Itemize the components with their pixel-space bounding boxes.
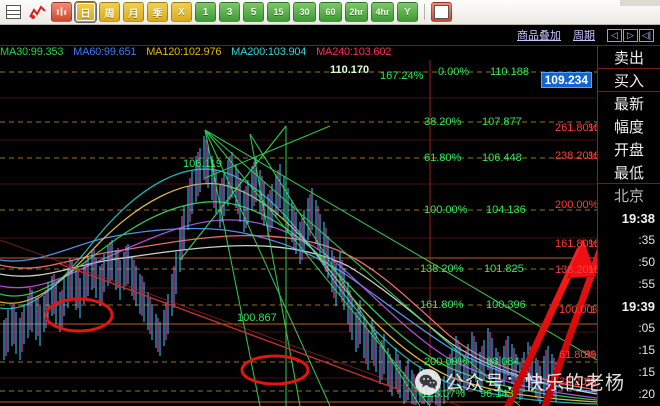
- nav-prev-button[interactable]: ◁: [607, 28, 622, 42]
- ma120-value: MA120:102.976: [146, 46, 222, 58]
- period-custom[interactable]: X: [171, 2, 192, 22]
- support-lines: [0, 257, 597, 403]
- ma200-value: MA200:103.904: [231, 46, 307, 58]
- candle-icon: [56, 7, 67, 16]
- time-item-1: :35: [638, 233, 655, 247]
- period-day[interactable]: 日: [74, 1, 97, 23]
- change-label: 幅度: [598, 115, 660, 138]
- open-label: 开盘: [598, 138, 660, 161]
- info-bar: 商品叠加 周期 ◁ ▷ ◁|: [0, 25, 660, 46]
- period-3min[interactable]: 3: [219, 2, 240, 22]
- nav-end-button[interactable]: ◁|: [639, 28, 654, 42]
- period-month[interactable]: 月: [123, 2, 144, 22]
- ma-indicator-bar: MA30:99.353 MA60:99.651 MA120:102.976 MA…: [0, 46, 660, 60]
- line-chart-icon: [29, 5, 46, 19]
- downtrend-line: [59, 263, 401, 391]
- time-item-5: :05: [638, 321, 655, 335]
- period-15min[interactable]: 15: [267, 2, 290, 22]
- price-chart[interactable]: 109.234 110.170 167.24% 0.00% 110.188 10…: [0, 60, 597, 406]
- low-label: 最低: [598, 161, 660, 184]
- period-4hour[interactable]: 4hr: [371, 2, 394, 22]
- ma240-value: MA240:103.602: [316, 46, 392, 58]
- ma-curves: [0, 168, 597, 405]
- period-30min[interactable]: 30: [293, 2, 316, 22]
- time-item-7: :15: [638, 365, 655, 379]
- quote-table-icon[interactable]: [3, 2, 24, 22]
- scroll-corner: [620, 0, 660, 6]
- time-item-6: :15: [638, 343, 655, 357]
- nav-next-button[interactable]: ▷: [623, 28, 638, 42]
- nav-button-group: ◁ ▷ ◁|: [607, 28, 654, 42]
- period-60min[interactable]: 60: [319, 2, 342, 22]
- trend-line-icon[interactable]: [27, 2, 48, 22]
- period-year[interactable]: Y: [397, 2, 418, 22]
- toolbar-divider: [424, 4, 425, 20]
- chart-canvas: [0, 60, 597, 406]
- time-item-8: :20: [638, 387, 655, 401]
- layout-grid-icon[interactable]: [431, 2, 452, 22]
- ma30-value: MA30:99.353: [0, 46, 64, 58]
- overlay-link[interactable]: 商品叠加: [517, 30, 561, 42]
- downtrend-line-2: [0, 239, 461, 406]
- period-quarter[interactable]: 季: [147, 2, 168, 22]
- time-item-0: 19:38: [621, 210, 655, 226]
- annotation-ellipse-1: [44, 297, 114, 333]
- time-item-4: 19:39: [621, 298, 655, 314]
- kline-icon[interactable]: [51, 2, 72, 22]
- period-link[interactable]: 周期: [573, 30, 595, 42]
- buy-label[interactable]: 买入: [598, 69, 660, 92]
- period-1min[interactable]: 1: [195, 2, 216, 22]
- annotation-arrow-2: [504, 238, 597, 406]
- annotation-ellipse-2: [240, 354, 310, 386]
- grid-rows: [0, 97, 597, 379]
- period-2hour[interactable]: 2hr: [345, 2, 368, 22]
- time-item-3: :55: [638, 277, 655, 291]
- annotation-arrow-1: [541, 248, 597, 406]
- period-5min[interactable]: 5: [243, 2, 264, 22]
- time-item-2: :50: [638, 255, 655, 269]
- city-label: 北京: [598, 184, 660, 207]
- latest-label: 最新: [598, 92, 660, 115]
- current-price-box: 109.234: [540, 72, 592, 88]
- quote-sidebar: 卖出 买入 最新 幅度 开盘 最低 北京 19:38 :35 :50 :55 1…: [597, 46, 660, 406]
- sell-label[interactable]: 卖出: [598, 46, 660, 69]
- grid-icon: [434, 5, 449, 19]
- period-week[interactable]: 周: [99, 2, 120, 22]
- ma60-value: MA60:99.651: [73, 46, 137, 58]
- table-icon: [6, 5, 21, 19]
- toolbar: 日 周 月 季 X 1 3 5 15 30 60 2hr 4hr Y: [0, 0, 660, 25]
